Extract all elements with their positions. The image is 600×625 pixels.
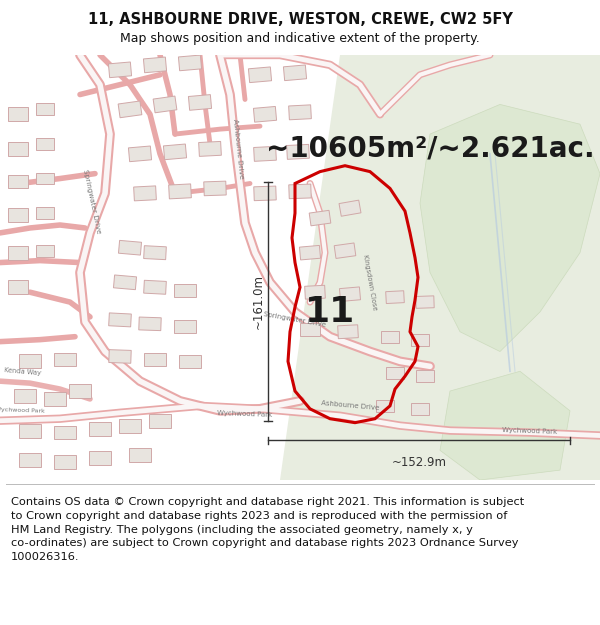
Polygon shape <box>109 349 131 363</box>
Polygon shape <box>118 101 142 118</box>
Polygon shape <box>36 173 54 184</box>
Polygon shape <box>411 334 429 346</box>
Polygon shape <box>14 389 36 403</box>
Polygon shape <box>174 284 196 297</box>
Polygon shape <box>89 451 111 465</box>
Polygon shape <box>8 208 28 222</box>
Polygon shape <box>174 321 196 333</box>
Polygon shape <box>178 55 202 71</box>
Polygon shape <box>248 67 272 82</box>
Polygon shape <box>44 392 66 406</box>
Polygon shape <box>143 246 166 259</box>
Polygon shape <box>36 208 54 219</box>
Polygon shape <box>280 55 600 480</box>
Polygon shape <box>289 184 311 199</box>
Text: Kingsdown Close: Kingsdown Close <box>362 254 378 311</box>
Polygon shape <box>416 370 434 382</box>
Polygon shape <box>113 275 137 289</box>
Polygon shape <box>299 246 320 260</box>
Polygon shape <box>36 245 54 257</box>
Polygon shape <box>19 453 41 467</box>
Polygon shape <box>253 106 277 122</box>
Polygon shape <box>179 355 201 368</box>
Polygon shape <box>8 107 28 121</box>
Polygon shape <box>309 211 331 226</box>
Polygon shape <box>8 174 28 188</box>
Text: ~161.0m: ~161.0m <box>251 274 265 329</box>
Polygon shape <box>254 186 276 201</box>
Polygon shape <box>89 422 111 436</box>
Polygon shape <box>134 186 157 201</box>
Text: Wychwood Park: Wychwood Park <box>0 408 45 414</box>
Text: Wychwood Park: Wychwood Park <box>502 427 557 434</box>
Polygon shape <box>144 353 166 366</box>
Polygon shape <box>340 287 361 301</box>
Polygon shape <box>143 57 167 72</box>
Text: 11: 11 <box>305 295 355 329</box>
Polygon shape <box>381 331 399 342</box>
Text: Ashbourne Drive: Ashbourne Drive <box>232 119 244 179</box>
Polygon shape <box>69 384 91 398</box>
Text: Springwater Drive: Springwater Drive <box>263 311 326 328</box>
Text: Contains OS data © Crown copyright and database right 2021. This information is : Contains OS data © Crown copyright and d… <box>11 498 524 562</box>
Polygon shape <box>440 371 570 480</box>
Polygon shape <box>416 296 434 308</box>
Polygon shape <box>338 325 358 339</box>
Polygon shape <box>118 241 142 255</box>
Polygon shape <box>129 448 151 462</box>
Polygon shape <box>54 352 76 366</box>
Polygon shape <box>109 62 131 78</box>
Text: Ashbourne Drive: Ashbourne Drive <box>321 401 379 411</box>
Polygon shape <box>139 317 161 331</box>
Polygon shape <box>163 144 187 160</box>
Polygon shape <box>199 141 221 156</box>
Polygon shape <box>54 455 76 469</box>
Polygon shape <box>149 414 171 428</box>
Polygon shape <box>411 403 429 415</box>
Polygon shape <box>19 354 41 368</box>
Polygon shape <box>287 144 310 159</box>
Polygon shape <box>334 243 356 258</box>
Polygon shape <box>36 138 54 150</box>
Polygon shape <box>289 105 311 120</box>
Polygon shape <box>19 424 41 438</box>
Polygon shape <box>143 280 166 294</box>
Polygon shape <box>300 323 320 336</box>
Polygon shape <box>153 96 177 112</box>
Text: ~10605m²/~2.621ac.: ~10605m²/~2.621ac. <box>266 135 595 163</box>
Text: Kenda Way: Kenda Way <box>4 367 41 376</box>
Polygon shape <box>128 146 152 162</box>
Text: Wychwood Park: Wychwood Park <box>217 410 272 418</box>
Polygon shape <box>254 146 277 161</box>
Text: ~152.9m: ~152.9m <box>392 456 446 469</box>
Polygon shape <box>54 426 76 439</box>
Polygon shape <box>376 400 394 412</box>
Text: Map shows position and indicative extent of the property.: Map shows position and indicative extent… <box>120 32 480 45</box>
Polygon shape <box>386 291 404 304</box>
Polygon shape <box>36 103 54 115</box>
Polygon shape <box>169 184 191 199</box>
Text: 11, ASHBOURNE DRIVE, WESTON, CREWE, CW2 5FY: 11, ASHBOURNE DRIVE, WESTON, CREWE, CW2 … <box>88 12 512 27</box>
Polygon shape <box>8 142 28 156</box>
Polygon shape <box>420 104 600 351</box>
Polygon shape <box>305 285 325 299</box>
Polygon shape <box>204 181 226 196</box>
Polygon shape <box>8 281 28 294</box>
Text: Springwater Drive: Springwater Drive <box>82 169 102 234</box>
Polygon shape <box>188 94 212 110</box>
Polygon shape <box>339 200 361 216</box>
Polygon shape <box>386 368 404 379</box>
Polygon shape <box>109 313 131 327</box>
Polygon shape <box>119 419 141 432</box>
Polygon shape <box>8 246 28 259</box>
Polygon shape <box>283 65 307 81</box>
